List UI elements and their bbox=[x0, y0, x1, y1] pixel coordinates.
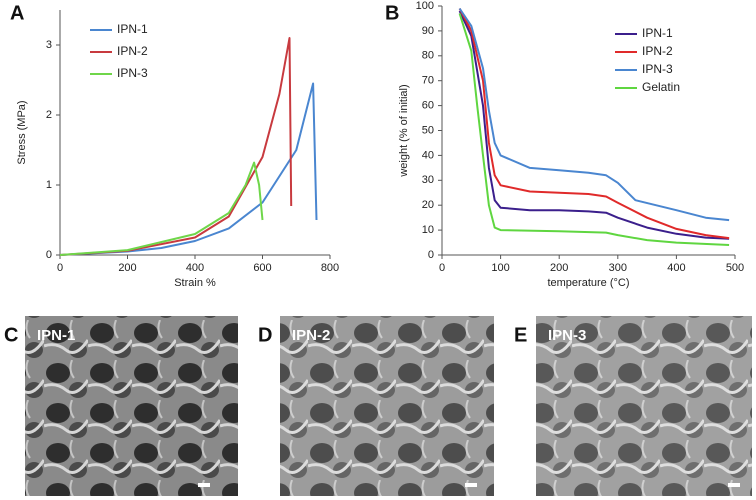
x-tick-label: 0 bbox=[57, 262, 63, 274]
y-tick-label: 3 bbox=[46, 39, 52, 51]
y-tick-label: 0 bbox=[46, 249, 52, 261]
line-series bbox=[59, 161, 264, 256]
legend-label: IPN-3 bbox=[642, 62, 673, 76]
legend-label: IPN-2 bbox=[642, 44, 673, 58]
x-axis-label: Strain % bbox=[174, 277, 216, 289]
y-tick-label: 20 bbox=[422, 199, 434, 211]
sem-image bbox=[536, 316, 752, 496]
x-tick-label: 200 bbox=[118, 262, 136, 274]
panel-label: A bbox=[10, 2, 24, 24]
x-axis-label: temperature (°C) bbox=[547, 277, 629, 289]
y-tick-label: 100 bbox=[416, 0, 434, 12]
x-tick-label: 500 bbox=[726, 262, 744, 274]
y-tick-label: 30 bbox=[422, 174, 434, 186]
line-series bbox=[458, 13, 730, 246]
panel-label: E bbox=[514, 324, 527, 346]
y-tick-label: 50 bbox=[422, 124, 434, 136]
scale-bar bbox=[728, 483, 740, 487]
x-tick-label: 400 bbox=[667, 262, 685, 274]
line-series bbox=[458, 7, 730, 222]
line-series bbox=[59, 37, 293, 256]
legend-label: IPN-1 bbox=[642, 26, 673, 40]
image-label: IPN-1 bbox=[37, 327, 75, 344]
sem-image bbox=[280, 316, 494, 496]
x-tick-label: 200 bbox=[550, 262, 568, 274]
panel-label: B bbox=[385, 2, 399, 24]
x-tick-label: 300 bbox=[609, 262, 627, 274]
x-tick-label: 400 bbox=[186, 262, 204, 274]
y-tick-label: 10 bbox=[422, 224, 434, 236]
image-label: IPN-3 bbox=[548, 327, 586, 344]
line-series bbox=[59, 82, 318, 256]
panel-label: D bbox=[258, 324, 272, 346]
legend-label: IPN-3 bbox=[117, 66, 148, 80]
legend-label: Gelatin bbox=[642, 80, 680, 94]
sem-e bbox=[536, 316, 752, 496]
image-label: IPN-2 bbox=[292, 327, 330, 344]
x-tick-label: 600 bbox=[253, 262, 271, 274]
y-tick-label: 0 bbox=[428, 249, 434, 261]
y-tick-label: 90 bbox=[422, 25, 434, 37]
line-series bbox=[458, 10, 730, 240]
y-tick-label: 70 bbox=[422, 75, 434, 87]
sem-image bbox=[25, 316, 238, 496]
y-tick-label: 40 bbox=[422, 149, 434, 161]
panel-label: C bbox=[4, 324, 18, 346]
x-tick-label: 0 bbox=[439, 262, 445, 274]
line-series bbox=[458, 8, 730, 240]
x-tick-label: 100 bbox=[491, 262, 509, 274]
legend-label: IPN-1 bbox=[117, 22, 148, 36]
x-tick-label: 800 bbox=[321, 262, 339, 274]
scale-bar bbox=[198, 483, 210, 487]
y-axis-label: Stress (MPa) bbox=[16, 100, 28, 164]
y-axis-label: weight (% of initial) bbox=[398, 84, 410, 177]
sem-d bbox=[280, 316, 494, 496]
legend-label: IPN-2 bbox=[117, 44, 148, 58]
scale-bar bbox=[465, 483, 477, 487]
y-tick-label: 60 bbox=[422, 100, 434, 112]
y-tick-label: 2 bbox=[46, 109, 52, 121]
y-tick-label: 80 bbox=[422, 50, 434, 62]
sem-c bbox=[25, 316, 238, 496]
y-tick-label: 1 bbox=[46, 179, 52, 191]
